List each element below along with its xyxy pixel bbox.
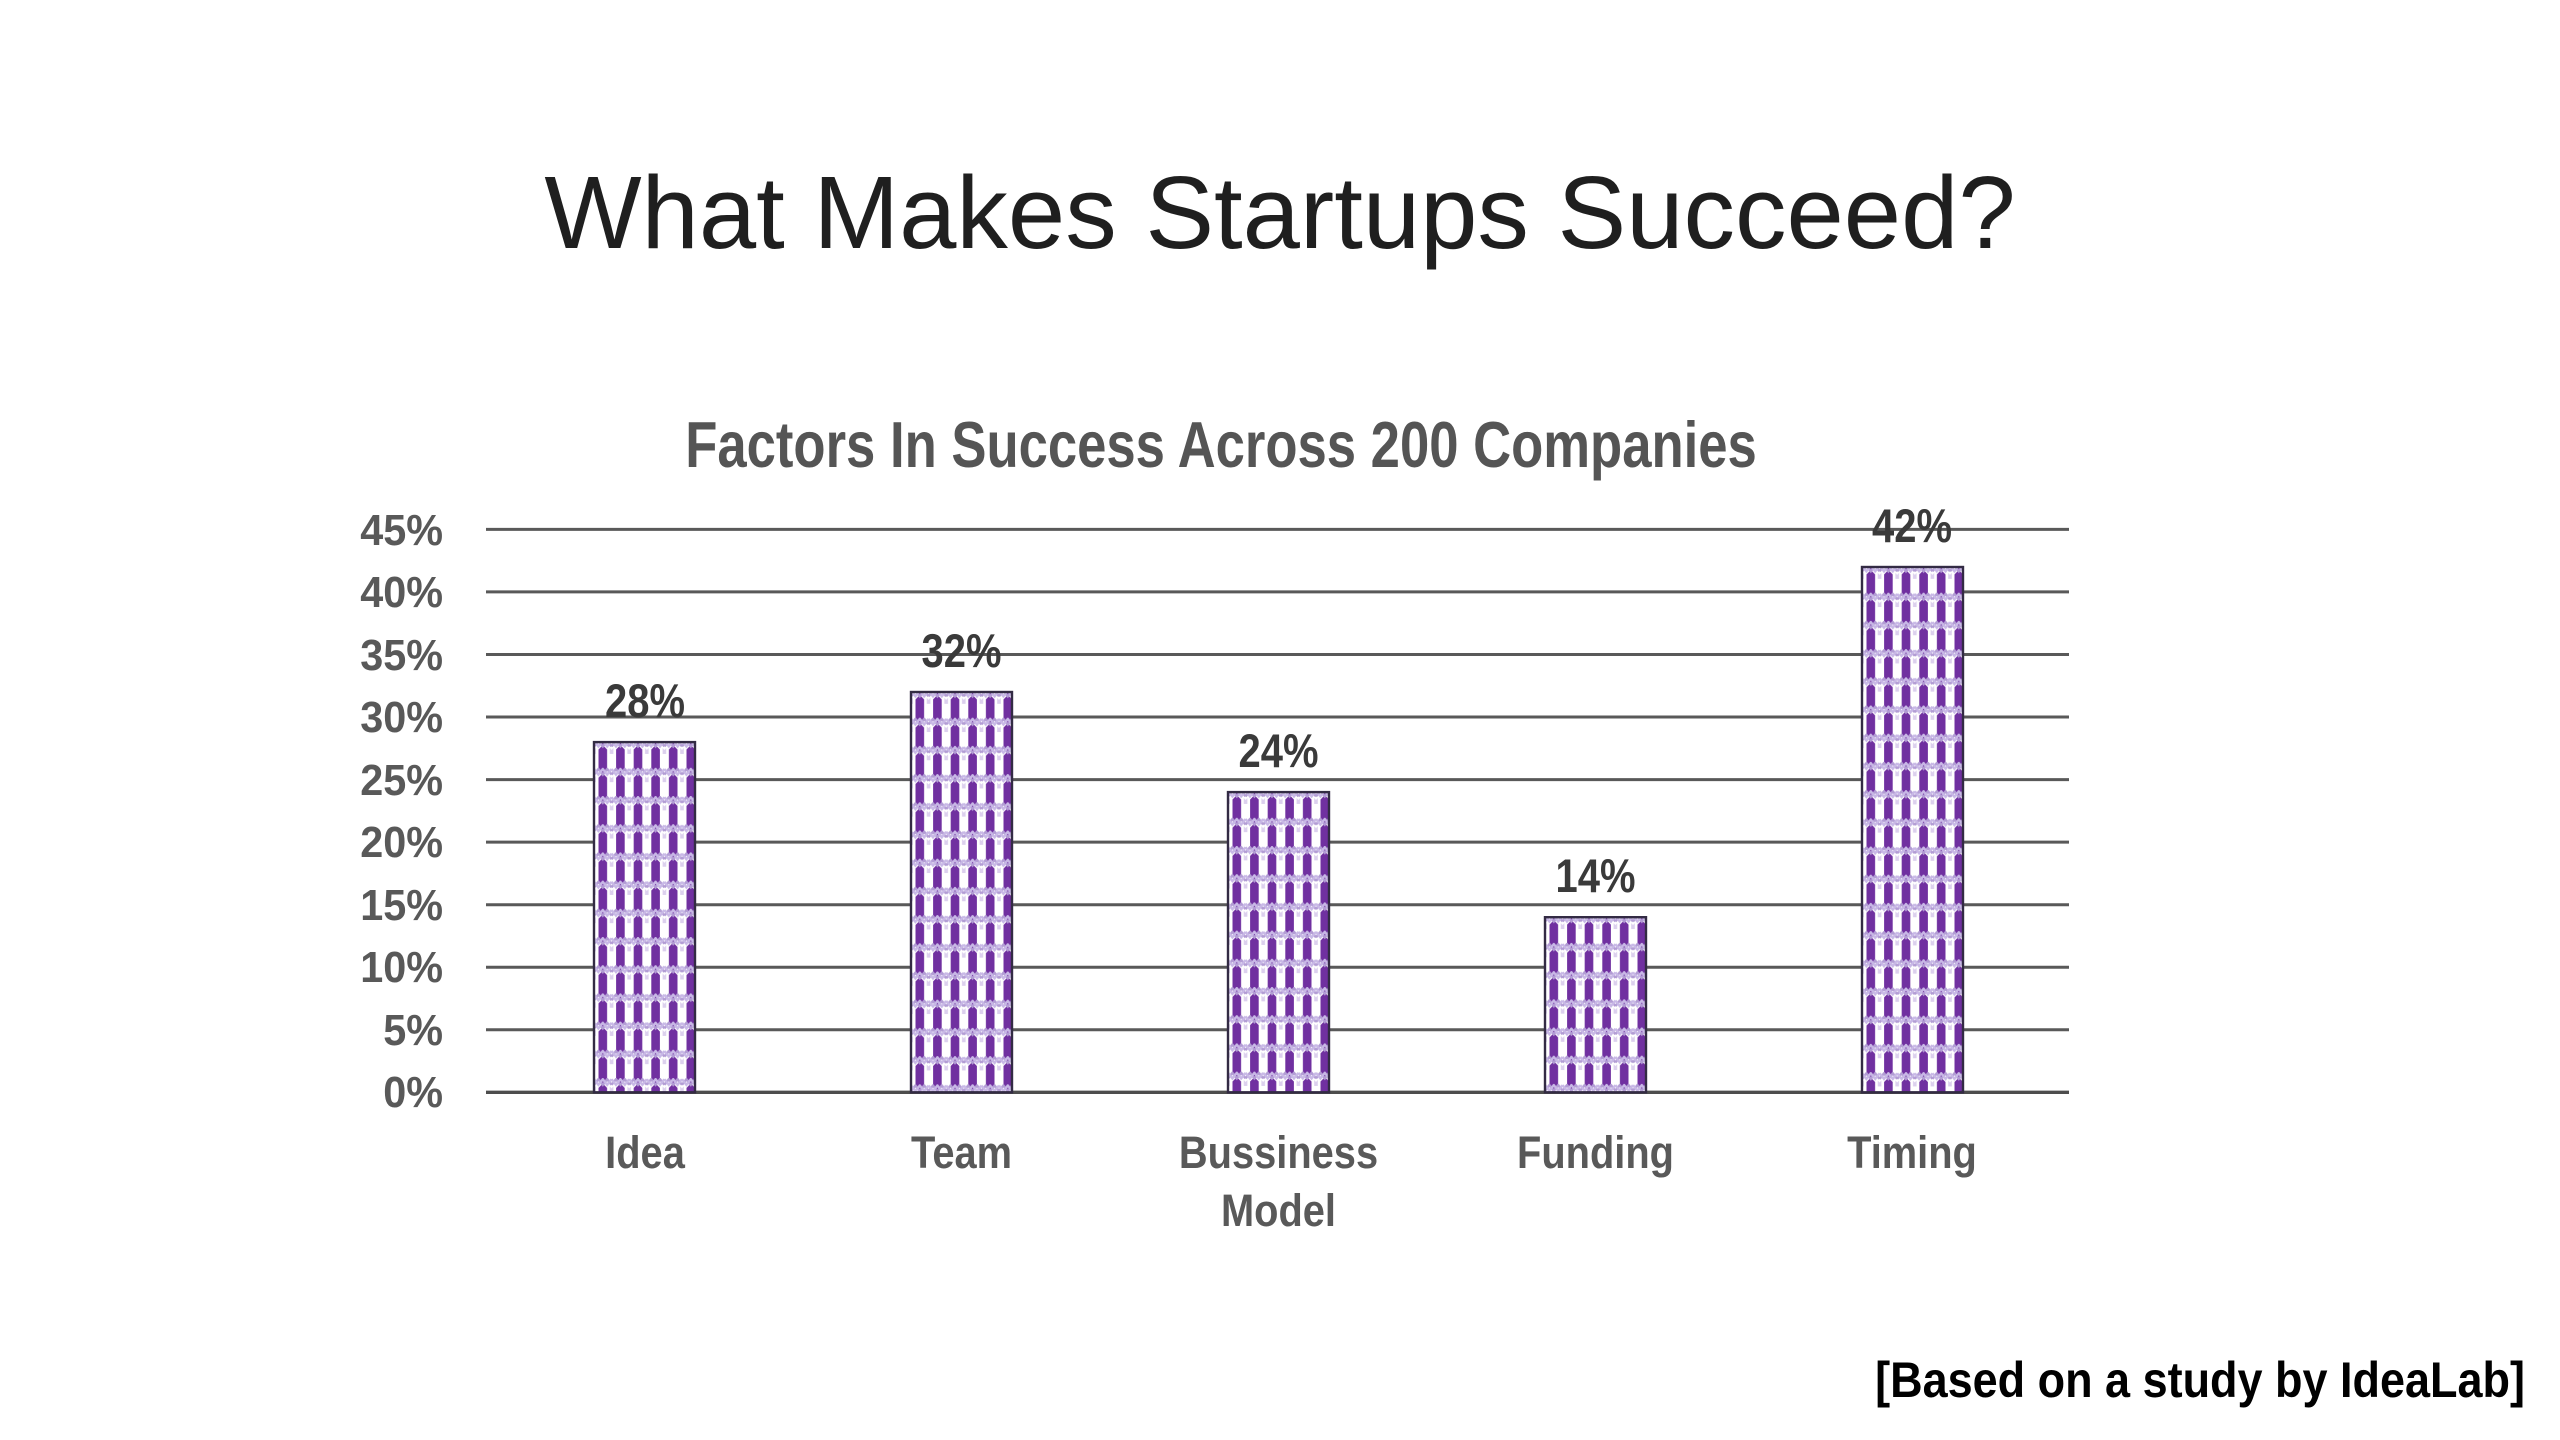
- svg-text:45%: 45%: [360, 506, 443, 555]
- svg-text:Timing: Timing: [1847, 1128, 1977, 1179]
- svg-text:15%: 15%: [360, 881, 443, 930]
- svg-text:25%: 25%: [360, 756, 443, 805]
- svg-text:10%: 10%: [360, 943, 443, 992]
- svg-text:Model: Model: [1221, 1186, 1336, 1237]
- svg-text:Factors In Success Across 200: Factors In Success Across 200 Companies: [685, 408, 1757, 482]
- svg-text:[Based on a study by IdeaLab]: [Based on a study by IdeaLab]: [1875, 1353, 2525, 1409]
- svg-text:32%: 32%: [922, 626, 1002, 678]
- svg-text:28%: 28%: [605, 676, 685, 728]
- svg-text:30%: 30%: [360, 693, 443, 742]
- svg-text:42%: 42%: [1872, 501, 1952, 553]
- svg-text:5%: 5%: [383, 1006, 443, 1055]
- svg-text:40%: 40%: [360, 568, 443, 617]
- svg-text:What Makes Startups Succeed?: What Makes Startups Succeed?: [544, 155, 2015, 270]
- svg-text:20%: 20%: [360, 818, 443, 867]
- svg-text:24%: 24%: [1239, 726, 1319, 778]
- svg-text:Idea: Idea: [605, 1128, 686, 1179]
- svg-text:Bussiness: Bussiness: [1179, 1128, 1378, 1179]
- svg-text:Team: Team: [911, 1128, 1012, 1179]
- svg-text:35%: 35%: [360, 631, 443, 680]
- svg-text:Funding: Funding: [1517, 1128, 1674, 1179]
- svg-text:14%: 14%: [1556, 851, 1636, 903]
- svg-text:0%: 0%: [383, 1068, 443, 1117]
